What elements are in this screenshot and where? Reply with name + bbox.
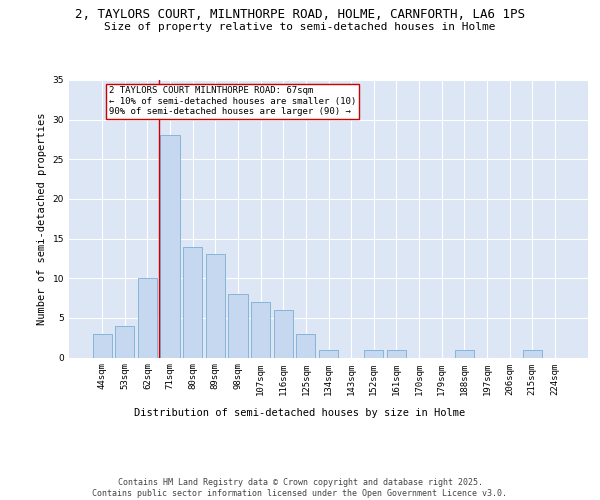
Bar — [319, 350, 338, 358]
Bar — [115, 326, 134, 358]
Bar — [364, 350, 383, 358]
Bar — [251, 302, 270, 358]
Bar — [274, 310, 293, 358]
Bar — [160, 136, 180, 358]
Bar — [455, 350, 474, 358]
Bar — [523, 350, 542, 358]
Bar — [387, 350, 406, 358]
Text: Distribution of semi-detached houses by size in Holme: Distribution of semi-detached houses by … — [134, 408, 466, 418]
Bar — [138, 278, 157, 357]
Bar — [183, 246, 202, 358]
Bar — [229, 294, 248, 358]
Text: Contains HM Land Registry data © Crown copyright and database right 2025.
Contai: Contains HM Land Registry data © Crown c… — [92, 478, 508, 498]
Bar — [92, 334, 112, 357]
Y-axis label: Number of semi-detached properties: Number of semi-detached properties — [37, 112, 47, 325]
Bar — [206, 254, 225, 358]
Bar — [296, 334, 316, 357]
Text: Size of property relative to semi-detached houses in Holme: Size of property relative to semi-detach… — [104, 22, 496, 32]
Text: 2, TAYLORS COURT, MILNTHORPE ROAD, HOLME, CARNFORTH, LA6 1PS: 2, TAYLORS COURT, MILNTHORPE ROAD, HOLME… — [75, 8, 525, 20]
Text: 2 TAYLORS COURT MILNTHORPE ROAD: 67sqm
← 10% of semi-detached houses are smaller: 2 TAYLORS COURT MILNTHORPE ROAD: 67sqm ←… — [109, 86, 356, 116]
